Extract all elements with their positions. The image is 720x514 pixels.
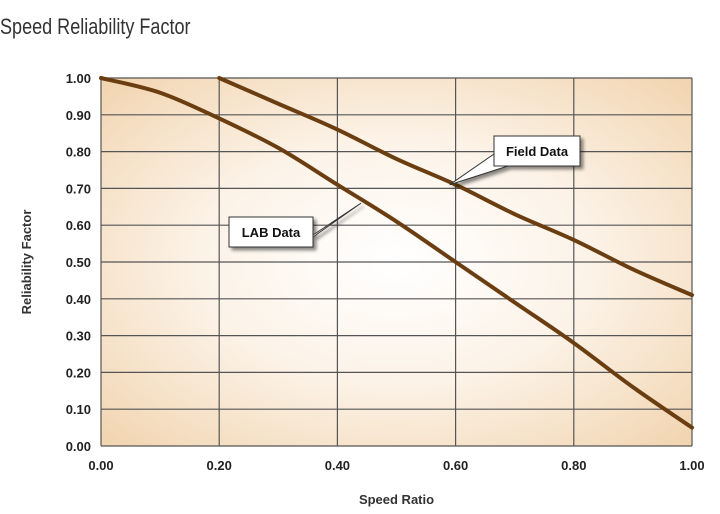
x-tick-label: 0.60: [443, 458, 468, 473]
callout-label: LAB Data: [242, 225, 301, 240]
y-axis-label: Reliability Factor: [19, 210, 34, 315]
y-tick-label: 0.80: [66, 145, 91, 160]
y-tick-label: 0.00: [66, 439, 91, 454]
grid: [100, 77, 693, 447]
y-tick-label: 0.70: [66, 181, 91, 196]
y-tick-label: 0.20: [66, 365, 91, 380]
y-tick-label: 0.50: [66, 255, 91, 270]
x-tick-label: 0.20: [207, 458, 232, 473]
y-tick-labels: 0.00 0.10 0.20 0.30 0.40 0.50 0.60 0.70 0.80 0.90…: [66, 71, 91, 454]
y-tick-label: 0.60: [66, 218, 91, 233]
series-group: [99, 76, 694, 430]
x-tick-labels: 0.00 0.20 0.40 0.60 0.80 1.00: [88, 458, 704, 473]
y-tick-label: 1.00: [66, 71, 91, 86]
y-tick-label: 0.30: [66, 329, 91, 344]
y-tick-label: 0.90: [66, 108, 91, 123]
y-tick-label: 0.40: [66, 292, 91, 307]
y-tick-label: 0.10: [66, 402, 91, 417]
callout-box: [228, 216, 314, 248]
x-tick-label: 0.00: [88, 458, 113, 473]
series-line-lab-data: [99, 76, 694, 430]
callout-box: [493, 135, 581, 167]
callout-label: Field Data: [506, 144, 569, 159]
series-line-field-data: [217, 76, 694, 298]
x-tick-label: 1.00: [679, 458, 704, 473]
annotation-callout: [228, 202, 362, 248]
annotation-callout: [449, 135, 581, 186]
x-tick-label: 0.40: [325, 458, 350, 473]
x-tick-label: 0.80: [561, 458, 586, 473]
annotations: LAB Data Field Data: [228, 135, 581, 248]
chart-title: Speed Reliability Factor: [0, 14, 191, 39]
x-axis-label: Speed Ratio: [359, 492, 434, 507]
